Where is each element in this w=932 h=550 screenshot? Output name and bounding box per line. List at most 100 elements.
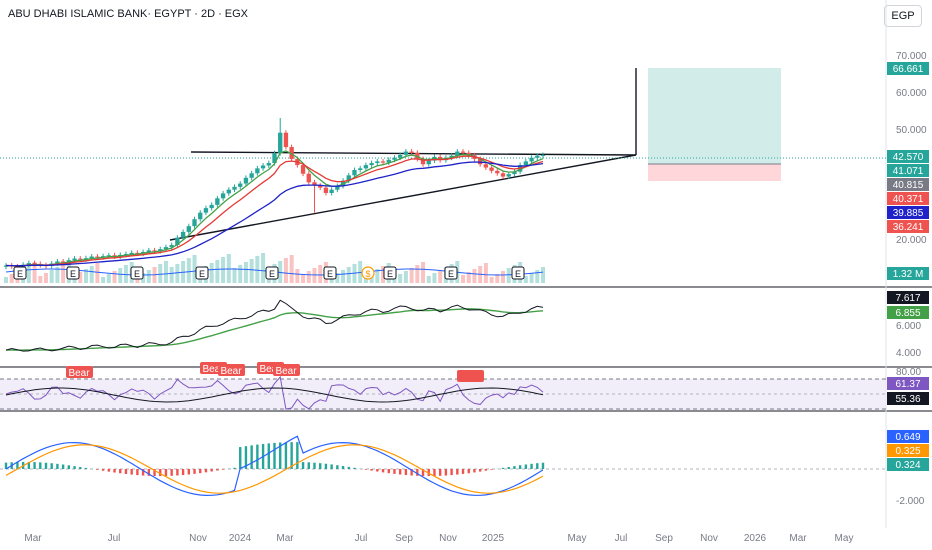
macd-histogram-bar: [513, 466, 516, 469]
bear-badge: [273, 364, 300, 376]
volume-bar: [306, 271, 311, 283]
ema-fast-line: [5, 150, 544, 267]
event-label: E: [70, 269, 76, 279]
indicator-tick-label: 4.000: [896, 348, 921, 359]
macd-histogram-bar: [290, 442, 293, 469]
time-axis-label: Nov: [439, 533, 457, 544]
event-label: E: [327, 269, 333, 279]
price-axis-badge: 36.241: [887, 220, 929, 233]
candle: [180, 231, 186, 238]
candle: [106, 255, 112, 257]
candle: [249, 173, 254, 178]
axis-badge: [887, 192, 929, 205]
macd-histogram-bar: [113, 469, 116, 473]
volume-bar: [169, 267, 174, 283]
macd-histogram-bar: [313, 462, 316, 469]
currency-button[interactable]: EGP: [884, 5, 922, 27]
time-axis-label: May: [568, 533, 587, 544]
candle: [238, 183, 243, 187]
axis-badge: [887, 62, 929, 75]
event-label: E: [515, 269, 521, 279]
macd-histogram-bar: [421, 469, 425, 477]
volume-bar: [403, 271, 408, 283]
axis-badge-text: 0.324: [895, 460, 920, 471]
macd-histogram-bar: [467, 469, 470, 474]
price-axis-badge: 39.885: [887, 206, 929, 219]
axis-badge-text: 36.241: [893, 222, 924, 233]
price-axis-badge: 41.071: [887, 164, 929, 177]
time-axis-label: 2024: [229, 533, 252, 544]
indicator-axis-badge: 7.617: [887, 291, 929, 304]
candle: [209, 204, 214, 209]
candle: [346, 175, 351, 181]
volume-bar: [472, 269, 477, 283]
candle: [352, 170, 357, 176]
volume-bar: [506, 268, 511, 283]
volume-bar: [438, 270, 443, 283]
volume-bar: [106, 274, 111, 283]
macd-histogram-bar: [147, 469, 151, 476]
candle: [232, 186, 237, 190]
volume-bar: [4, 277, 8, 283]
candle: [392, 157, 397, 160]
macd-histogram-bar: [461, 469, 465, 474]
volume-bar: [146, 270, 151, 283]
earnings-icon: [444, 266, 458, 280]
candle: [380, 161, 386, 163]
candle: [152, 250, 157, 252]
macd-histogram-bar: [153, 469, 156, 477]
volume-bar: [215, 260, 220, 283]
resistance-line[interactable]: [190, 151, 637, 156]
volume-bar: [398, 274, 403, 283]
volume-bar: [466, 272, 471, 283]
macd-histogram-bar: [364, 469, 368, 470]
bear-divergence-label: Bear: [66, 366, 93, 379]
time-axis-label: Mar: [789, 533, 807, 544]
earnings-marker: E: [13, 266, 27, 280]
earnings-icon: [383, 266, 397, 280]
volume-bar: [283, 258, 288, 283]
macd-histogram-bar: [296, 442, 299, 469]
macd-histogram-bar: [319, 463, 322, 469]
earnings-marker: E: [323, 266, 337, 280]
stop-zone[interactable]: [648, 164, 781, 181]
macd-histogram-bar: [307, 462, 310, 469]
candle: [66, 260, 72, 263]
candle: [55, 261, 60, 264]
candle: [340, 180, 346, 186]
candle: [300, 165, 306, 174]
time-axis-label: Jul: [615, 533, 628, 544]
candle: [146, 250, 151, 253]
target-zone[interactable]: [648, 68, 781, 164]
dividend-icon: [361, 266, 375, 280]
candle: [192, 219, 197, 227]
volume-bar: [501, 271, 506, 283]
candle: [500, 173, 506, 177]
candle: [283, 132, 289, 148]
volume-bar: [426, 276, 431, 283]
candle: [215, 198, 220, 205]
candle: [89, 256, 94, 259]
candle: [312, 182, 317, 186]
candle: [318, 185, 323, 188]
support-line[interactable]: [169, 154, 637, 241]
axis-badge-text: 6.855: [895, 308, 920, 319]
macd-histogram-bar: [136, 469, 139, 476]
macd-histogram-bar: [130, 469, 133, 475]
volume-bar: [9, 274, 14, 283]
earnings-icon: [130, 266, 144, 280]
axis-badge: [887, 306, 929, 319]
event-label: E: [269, 269, 275, 279]
macd-histogram-bar: [16, 462, 19, 469]
earnings-icon: [13, 266, 27, 280]
time-axis-label: Sep: [655, 533, 673, 544]
bear-text: Bear: [202, 364, 224, 375]
candle: [369, 163, 374, 166]
volume-axis-badge: 1.32 M: [887, 267, 929, 280]
macd-histogram-bar: [176, 469, 179, 476]
volume-bar: [123, 265, 128, 283]
time-axis-label: Mar: [24, 533, 42, 544]
macd-histogram-bar: [387, 469, 390, 474]
macd-histogram-bar: [484, 469, 488, 471]
